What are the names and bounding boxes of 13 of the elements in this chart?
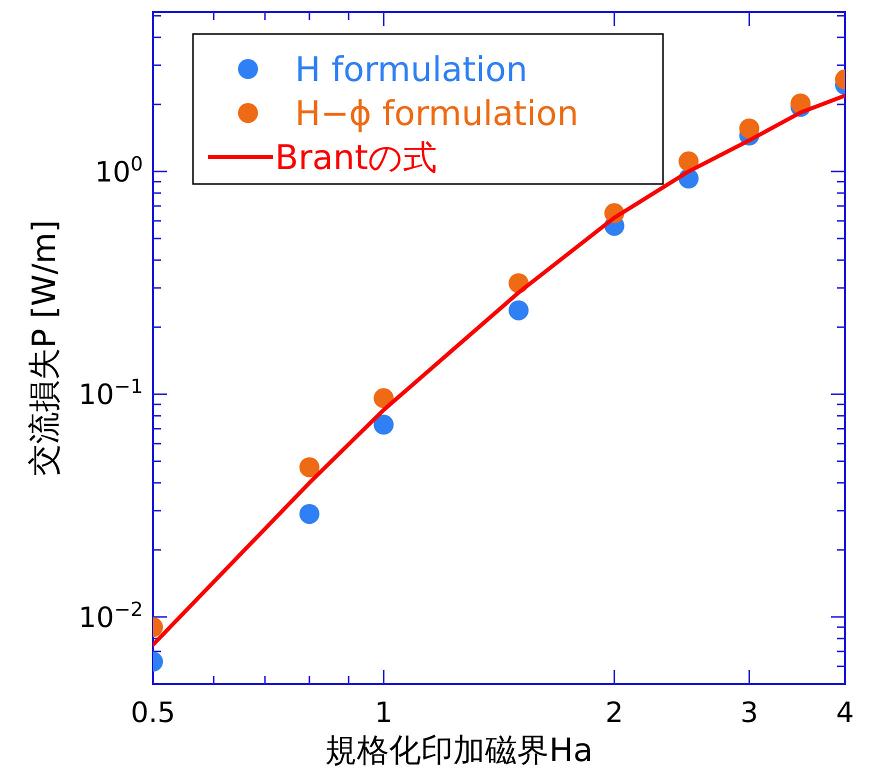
legend-label: Brantの式 [275,138,438,178]
y-tick-label: 10$^{−1}$ [78,374,143,412]
x-tick-label: 1 [374,696,393,729]
x-axis-title: 規格化印加磁界Ha [325,731,593,769]
x-tick-label: 2 [605,696,624,729]
x-tick-label: 3 [740,696,758,729]
legend-label: H formulation [295,50,528,90]
x-tick-label: 4 [836,696,854,729]
y-axis-title: 交流損失P [W/m] [25,220,63,476]
x-tick-label: 0.5 [130,696,176,729]
y-tick-label: 10$^{−2}$ [78,597,143,634]
legend-label: H−ϕ formulation [295,94,579,134]
y-tick-label: 10$^{0}$ [94,152,143,188]
